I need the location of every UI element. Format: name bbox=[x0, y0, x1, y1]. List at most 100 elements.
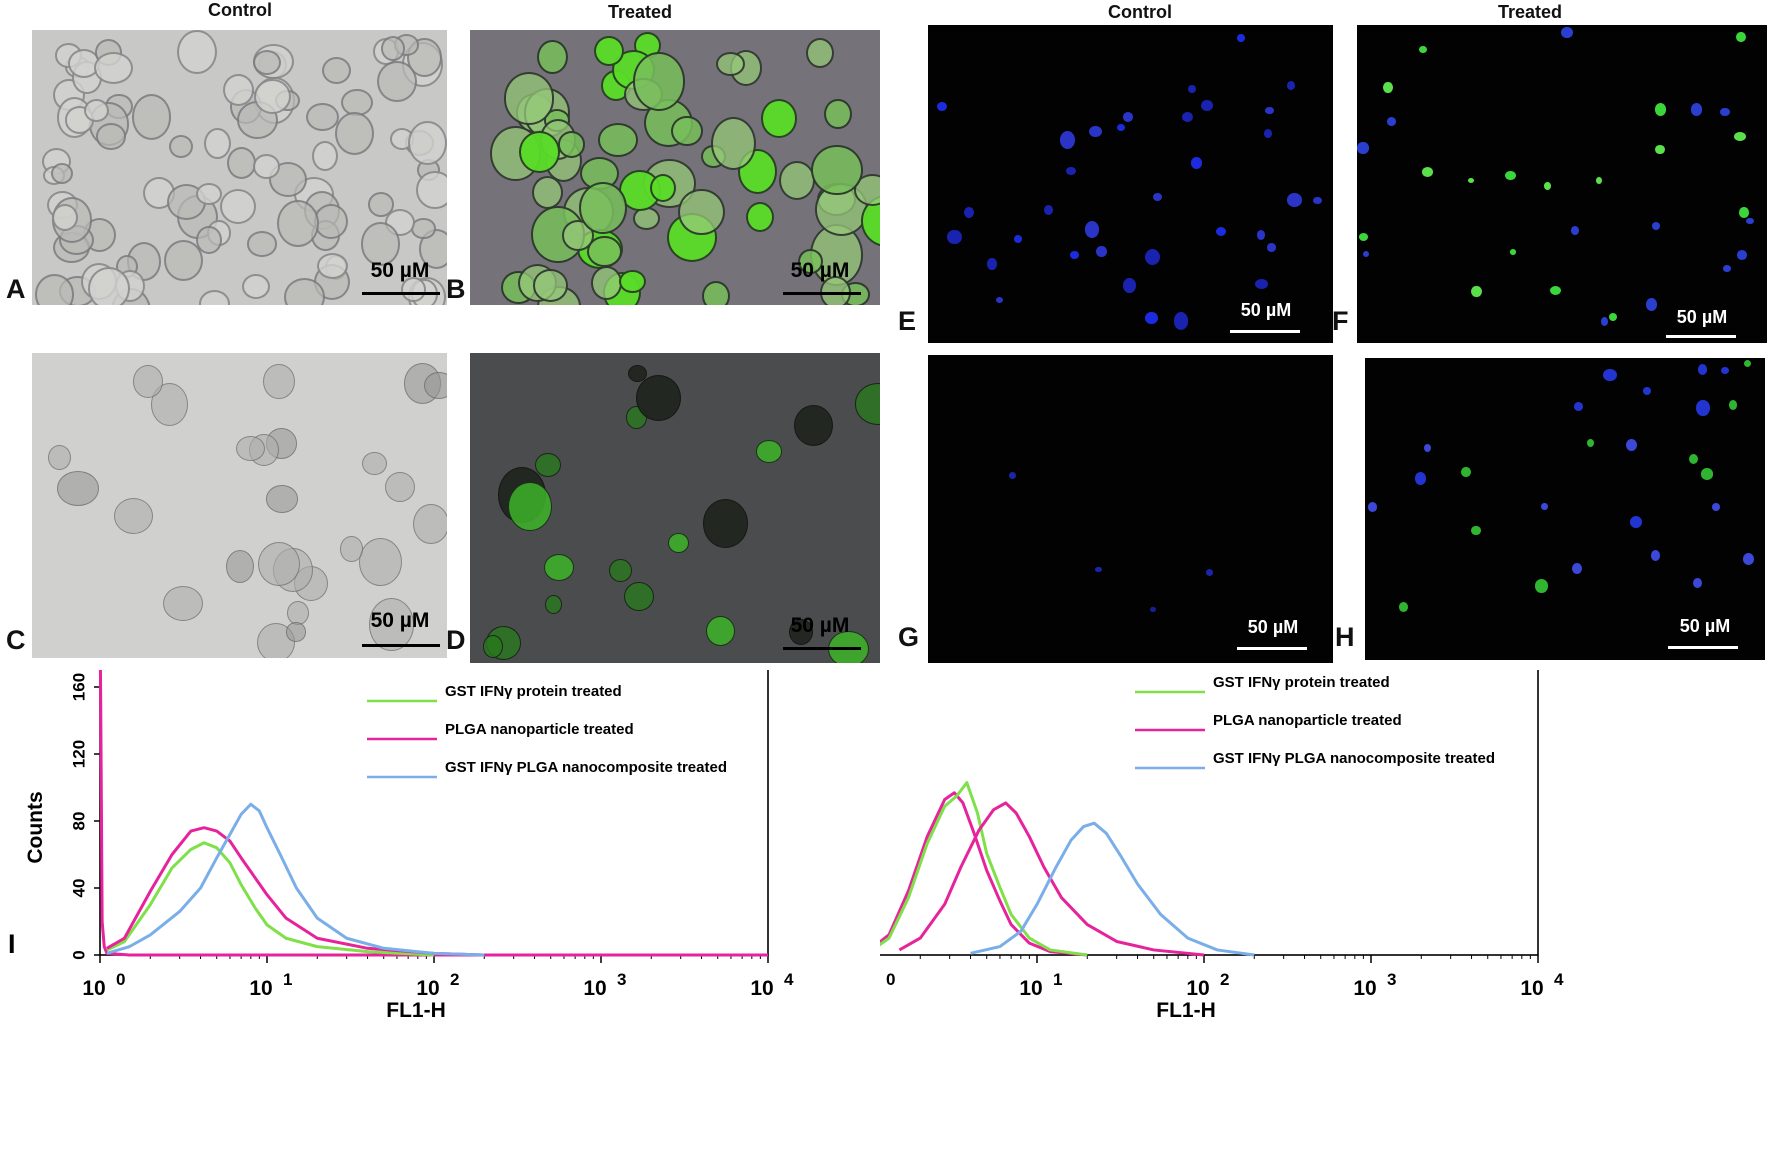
micrograph-panel-a: 50 µM bbox=[32, 30, 447, 305]
scale-label-b: 50 µM bbox=[790, 259, 850, 282]
x-tick-label: 10 bbox=[416, 977, 439, 1000]
cell-blob bbox=[169, 134, 194, 159]
cell-blob bbox=[380, 35, 406, 61]
cell-blob bbox=[400, 276, 426, 302]
column-title-treated-right: Treated bbox=[1497, 2, 1563, 22]
legend-label: GST IFNγ PLGA nanocomposite treated bbox=[1213, 750, 1495, 767]
x-tick-exponent: 1 bbox=[283, 970, 292, 989]
cell-blob bbox=[702, 280, 731, 305]
cell-blob bbox=[1173, 312, 1189, 330]
cell-blob bbox=[1736, 31, 1746, 43]
scale-label-d: 50 µM bbox=[790, 614, 850, 637]
cell-blob bbox=[413, 503, 447, 545]
cell-blob bbox=[1737, 249, 1747, 260]
cell-blob bbox=[1742, 552, 1755, 565]
cell-blob bbox=[195, 183, 222, 206]
cell-blob bbox=[1145, 311, 1158, 325]
y-axis-label: Counts bbox=[24, 791, 47, 863]
cell-blob bbox=[1505, 170, 1516, 181]
cell-blob bbox=[1206, 569, 1214, 577]
cell-blob bbox=[1200, 99, 1213, 112]
cell-blob bbox=[1123, 278, 1136, 294]
cell-blob bbox=[418, 229, 447, 270]
x-tick-label: 10 bbox=[750, 977, 773, 1000]
cell-blob bbox=[408, 121, 447, 166]
cell-blob bbox=[854, 383, 880, 425]
cell-blob bbox=[1423, 444, 1432, 453]
cell-blob bbox=[1383, 81, 1394, 94]
column-title-control-right: Control bbox=[1108, 2, 1172, 22]
cell-blob bbox=[1471, 285, 1483, 298]
cell-blob bbox=[1461, 466, 1471, 478]
cell-blob bbox=[1696, 399, 1710, 416]
cell-blob bbox=[83, 98, 109, 123]
micrograph-panel-h: 50 µM bbox=[1365, 358, 1765, 660]
legend-label: GST IFNγ protein treated bbox=[1213, 674, 1390, 691]
cell-blob bbox=[1596, 177, 1603, 184]
cell-blob bbox=[1700, 468, 1714, 480]
cell-blob bbox=[1541, 502, 1548, 511]
cell-blob bbox=[1367, 501, 1378, 512]
cell-blob bbox=[828, 630, 869, 663]
y-tick-label: 0 bbox=[69, 950, 88, 959]
cell-blob bbox=[177, 30, 218, 75]
cell-blob bbox=[253, 49, 282, 75]
cell-blob bbox=[1265, 106, 1274, 115]
cell-blob bbox=[650, 173, 677, 202]
scale-bar-h bbox=[1668, 646, 1738, 649]
cell-blob bbox=[1312, 196, 1322, 205]
cell-blob bbox=[579, 182, 627, 234]
cell-blob bbox=[947, 229, 962, 245]
cell-blob bbox=[321, 56, 351, 84]
series-line-2 bbox=[898, 801, 1205, 957]
cell-blob bbox=[544, 594, 562, 615]
cell-blob bbox=[227, 146, 257, 180]
cell-blob bbox=[47, 444, 71, 470]
cell-blob bbox=[163, 240, 203, 281]
cell-blob bbox=[1734, 131, 1747, 141]
cell-blob bbox=[716, 52, 746, 77]
cell-blob bbox=[710, 116, 756, 170]
x-tick-label: 10 bbox=[1019, 977, 1042, 1000]
plot-frame bbox=[99, 670, 769, 956]
series-line-0 bbox=[880, 791, 1088, 957]
cell-blob bbox=[623, 581, 654, 611]
scale-bar-d bbox=[783, 647, 861, 650]
x-tick-exponent: 0 bbox=[116, 970, 125, 989]
cell-blob bbox=[51, 163, 74, 185]
series-line-1 bbox=[880, 781, 1088, 957]
cell-blob bbox=[1691, 103, 1703, 116]
cell-blob bbox=[678, 188, 725, 236]
x-tick-exponent: 2 bbox=[1220, 970, 1229, 989]
cell-blob bbox=[94, 52, 133, 85]
cell-blob bbox=[1652, 221, 1661, 231]
cell-blob bbox=[1571, 562, 1582, 574]
cell-blob bbox=[340, 536, 363, 562]
cell-blob bbox=[225, 549, 254, 583]
cell-blob bbox=[1720, 366, 1730, 375]
x-tick-label: 10 bbox=[1186, 977, 1209, 1000]
cell-blob bbox=[1688, 454, 1698, 464]
cell-blob bbox=[793, 405, 834, 447]
cell-blob bbox=[745, 201, 775, 233]
cell-blob bbox=[1418, 46, 1427, 54]
cell-blob bbox=[1421, 166, 1434, 177]
cell-blob bbox=[1257, 230, 1266, 240]
cell-blob bbox=[285, 622, 307, 642]
cell-blob bbox=[543, 553, 574, 581]
cell-blob bbox=[257, 542, 300, 587]
cell-blob bbox=[1543, 182, 1551, 190]
cell-blob bbox=[1719, 107, 1731, 117]
series-line-0 bbox=[98, 670, 768, 957]
panel-letter: I bbox=[8, 929, 16, 959]
cell-blob bbox=[811, 144, 863, 196]
cell-blob bbox=[518, 131, 560, 174]
cell-blob bbox=[995, 296, 1004, 303]
micrograph-panel-d: 50 µM bbox=[470, 353, 880, 663]
cell-blob bbox=[1190, 157, 1203, 170]
series-line-2 bbox=[106, 826, 485, 957]
cell-blob bbox=[314, 204, 348, 240]
x-axis-label: FL1-H bbox=[386, 999, 446, 1022]
cell-blob bbox=[1070, 250, 1080, 260]
y-tick-label: 120 bbox=[69, 740, 88, 768]
